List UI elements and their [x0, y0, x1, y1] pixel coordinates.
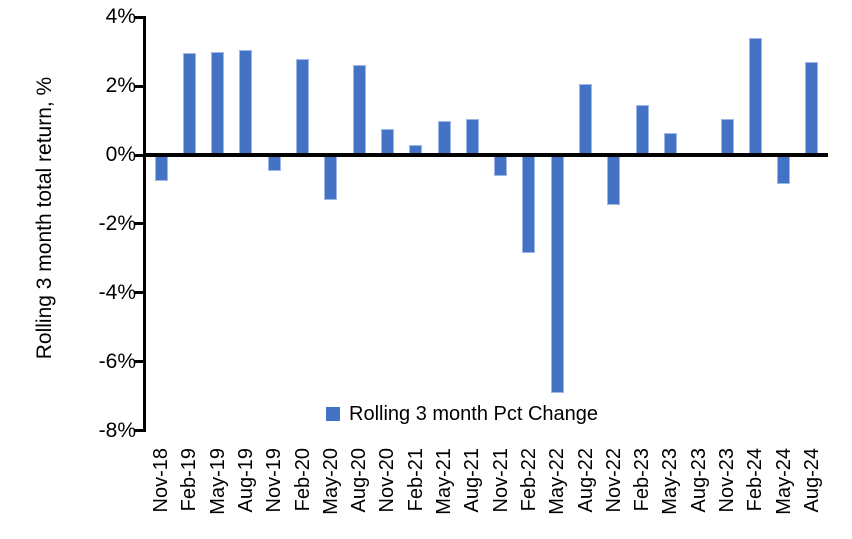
bar-Aug-19 — [239, 50, 252, 155]
bar-Aug-21 — [466, 119, 479, 155]
bar-Nov-22 — [607, 155, 620, 205]
x-tick-label-Feb-23: Feb-23 — [631, 448, 653, 512]
y-tick-label: -4% — [98, 281, 136, 304]
y-tick-label: -6% — [98, 350, 136, 373]
bar-Aug-22 — [579, 84, 592, 155]
x-tick-label-Feb-20: Feb-20 — [292, 448, 314, 512]
y-tick-label: -2% — [98, 212, 136, 235]
y-tick-mark — [134, 85, 143, 88]
bar-Aug-20 — [353, 65, 366, 155]
x-tick-label-Nov-18: Nov-18 — [150, 448, 172, 513]
bar-Nov-19 — [268, 155, 281, 171]
bar-Feb-20 — [296, 59, 309, 155]
y-tick-label: 2% — [105, 74, 136, 97]
x-tick-label-Aug-22: Aug-22 — [575, 448, 597, 513]
y-tick-mark — [134, 222, 143, 225]
y-tick-mark — [134, 429, 143, 432]
x-tick-label-May-20: May-20 — [320, 448, 342, 515]
bar-May-24 — [777, 155, 790, 184]
x-tick-label-Aug-24: Aug-24 — [801, 448, 823, 513]
bar-May-21 — [438, 121, 451, 155]
x-tick-label-Nov-20: Nov-20 — [376, 448, 398, 513]
bar-Feb-24 — [749, 38, 762, 155]
y-tick-mark — [134, 154, 143, 157]
x-tick-label-Feb-24: Feb-24 — [744, 448, 766, 512]
x-tick-label-Nov-19: Nov-19 — [263, 448, 285, 513]
x-tick-label-Feb-19: Feb-19 — [178, 448, 200, 512]
y-tick-label: 0% — [105, 143, 136, 166]
x-tick-label-Aug-20: Aug-20 — [348, 448, 370, 513]
x-tick-label-Nov-23: Nov-23 — [716, 448, 738, 513]
y-axis-title: Rolling 3 month total return, % — [33, 76, 56, 360]
x-tick-label-May-24: May-24 — [773, 448, 795, 515]
legend-label: Rolling 3 month Pct Change — [349, 403, 599, 425]
bar-May-23 — [664, 133, 677, 155]
x-tick-label-May-21: May-21 — [433, 448, 455, 515]
y-axis-line — [143, 16, 146, 432]
y-tick-mark — [134, 360, 143, 363]
x-tick-label-Nov-21: Nov-21 — [490, 448, 512, 513]
y-tick-label: 4% — [105, 5, 136, 28]
bar-May-20 — [324, 155, 337, 200]
legend-swatch-icon — [326, 407, 340, 421]
x-tick-label-Feb-21: Feb-21 — [405, 448, 427, 512]
bar-Feb-19 — [183, 53, 196, 155]
legend: Rolling 3 month Pct Change — [326, 402, 598, 426]
y-tick-mark — [134, 16, 143, 19]
bar-May-19 — [211, 52, 224, 155]
x-tick-label-Aug-21: Aug-21 — [461, 448, 483, 513]
x-tick-label-May-23: May-23 — [659, 448, 681, 515]
bar-Aug-24 — [805, 62, 818, 155]
x-tick-label-Nov-22: Nov-22 — [603, 448, 625, 513]
x-tick-label-May-19: May-19 — [207, 448, 229, 515]
bar-Nov-20 — [381, 129, 394, 155]
bar-Nov-23 — [721, 119, 734, 155]
y-tick-mark — [134, 291, 143, 294]
bar-Feb-22 — [522, 155, 535, 253]
x-tick-label-Aug-19: Aug-19 — [235, 448, 257, 513]
y-tick-label: -8% — [98, 419, 136, 442]
bar-May-22 — [551, 155, 564, 393]
bar-Nov-18 — [155, 155, 168, 181]
x-axis-zero-line — [143, 153, 828, 157]
bar-Nov-21 — [494, 155, 507, 176]
x-tick-label-Aug-23: Aug-23 — [688, 448, 710, 513]
x-tick-label-Feb-22: Feb-22 — [518, 448, 540, 512]
x-tick-label-May-22: May-22 — [546, 448, 568, 515]
bar-Feb-23 — [636, 105, 649, 155]
